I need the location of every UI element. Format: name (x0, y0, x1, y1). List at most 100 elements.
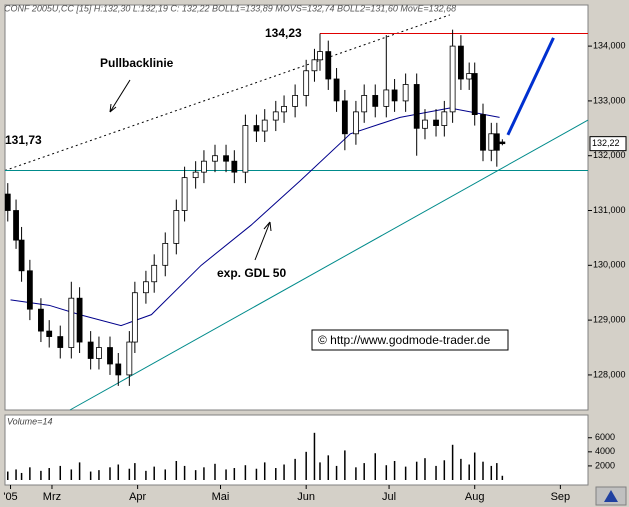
source: © http://www.godmode-trader.de (318, 333, 491, 347)
volume-bar (385, 465, 388, 480)
candle-body (192, 171, 199, 179)
candle-body (57, 336, 64, 348)
volume-bar (424, 458, 426, 480)
y-tick-label: 129,000 (593, 314, 626, 324)
candle-body (242, 125, 249, 173)
volume-bar (15, 469, 17, 480)
volume-bar (363, 463, 365, 480)
candle-body (372, 95, 379, 107)
candle-body (488, 133, 495, 151)
volume-bar (355, 467, 357, 480)
candle-body (458, 45, 464, 80)
candle-body (272, 111, 279, 121)
arrow (109, 79, 131, 113)
volume-bar (344, 450, 346, 480)
candle-body (38, 308, 44, 332)
volume-bar (255, 468, 258, 480)
volume-tick-label: 6000 (595, 432, 615, 442)
candle-body (181, 177, 188, 211)
x-tick-label: Sep (551, 491, 571, 503)
candle-body (151, 264, 158, 283)
volume-tick-label: 4000 (595, 446, 615, 456)
x-tick-label: Jul (382, 491, 396, 503)
x-tick-label: '05 (3, 491, 17, 503)
volume-bar (435, 465, 437, 480)
candle-body (311, 59, 318, 72)
volume-bar (415, 461, 418, 480)
volume-bar (335, 465, 338, 480)
annotation: 131,73 (5, 133, 42, 147)
x-tick-label: Jun (297, 491, 315, 503)
volume-bar (305, 451, 307, 480)
volume-bar (145, 470, 147, 480)
volume-bar (374, 453, 376, 480)
volume-label: Volume=14 (7, 416, 52, 426)
y-tick-label: 131,000 (593, 205, 626, 215)
candle-body (493, 133, 500, 151)
volume-bar (175, 460, 178, 480)
y-tick-label: 130,000 (593, 260, 626, 270)
candle-body (449, 45, 456, 113)
candle-body (143, 281, 149, 294)
candle-body (201, 160, 207, 173)
x-tick-label: Aug (465, 491, 485, 503)
volume-bar (482, 461, 484, 480)
volume-bar (48, 468, 50, 480)
candle-body (341, 100, 348, 135)
candle-body (480, 114, 486, 151)
volume-bar (275, 468, 277, 480)
candle-body (231, 160, 238, 173)
candle-body (471, 73, 478, 116)
volume-bar (109, 467, 111, 480)
candle-body (26, 270, 33, 310)
candle-body (433, 119, 439, 126)
volume-bar (59, 465, 62, 480)
candle-body (413, 84, 420, 129)
volume-bar (214, 463, 216, 480)
candle-body (173, 210, 180, 244)
volume-bar (233, 468, 236, 480)
candle-body (76, 297, 83, 343)
volume-bar (460, 458, 462, 480)
candle-body (292, 95, 299, 107)
volume-bar (7, 471, 9, 480)
plot-layer: 128,000 129,000 130,000 131,000 132,000 133,0… (3, 14, 627, 503)
candle-body (68, 297, 75, 348)
candle-body (46, 330, 53, 337)
volume-bar (70, 469, 73, 480)
volume-bar (313, 432, 316, 480)
volume-bar (443, 460, 446, 480)
volume-bar (473, 452, 476, 480)
candle-body (333, 78, 340, 102)
volume-bar (404, 466, 407, 480)
candle-body (223, 155, 229, 162)
annotation: Pullbacklinie (100, 56, 174, 70)
candle-body (317, 51, 323, 61)
candle-body (87, 341, 94, 359)
candle-body (325, 51, 332, 80)
volume-bar (244, 465, 247, 480)
volume-bar (40, 470, 42, 480)
line (506, 37, 555, 136)
candle-body (383, 89, 390, 107)
arrow-head (109, 103, 117, 113)
candle-body (402, 84, 409, 102)
annotation: exp. GDL 50 (217, 266, 286, 280)
volume-bar (117, 464, 120, 480)
candle-body (107, 347, 113, 365)
candle-body (126, 341, 133, 376)
volume-bar (203, 467, 205, 480)
volume-bar (451, 444, 454, 480)
candle-body (115, 363, 122, 376)
volume-bar (20, 472, 23, 480)
volume-bar (194, 470, 197, 480)
volume-bar (183, 465, 186, 480)
volume-bar (319, 462, 321, 480)
volume-bar (283, 464, 285, 480)
y-tick-label: 134,000 (593, 40, 626, 50)
candle-body (281, 105, 287, 113)
x-tick-label: Mai (212, 491, 230, 503)
candle-body (353, 111, 359, 135)
y-tick-label: 133,000 (593, 95, 626, 105)
